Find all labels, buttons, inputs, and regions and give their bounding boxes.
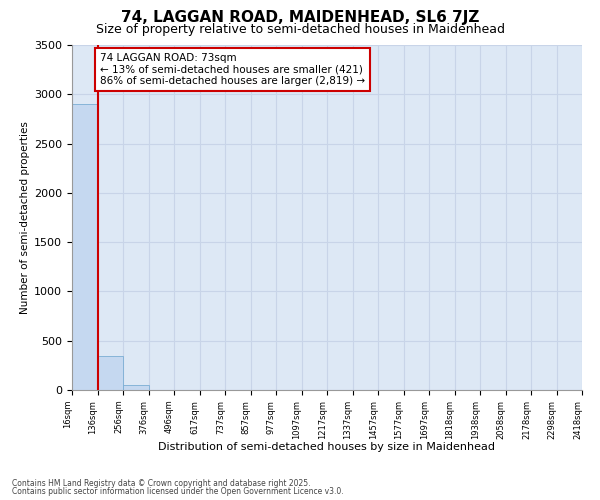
Text: 74, LAGGAN ROAD, MAIDENHEAD, SL6 7JZ: 74, LAGGAN ROAD, MAIDENHEAD, SL6 7JZ xyxy=(121,10,479,25)
Bar xyxy=(123,385,149,390)
X-axis label: Distribution of semi-detached houses by size in Maidenhead: Distribution of semi-detached houses by … xyxy=(158,442,496,452)
Y-axis label: Number of semi-detached properties: Number of semi-detached properties xyxy=(20,121,30,314)
Text: Contains public sector information licensed under the Open Government Licence v3: Contains public sector information licen… xyxy=(12,486,344,496)
Text: Size of property relative to semi-detached houses in Maidenhead: Size of property relative to semi-detach… xyxy=(95,22,505,36)
Bar xyxy=(72,104,97,390)
Bar xyxy=(97,356,123,390)
Text: 74 LAGGAN ROAD: 73sqm
← 13% of semi-detached houses are smaller (421)
86% of sem: 74 LAGGAN ROAD: 73sqm ← 13% of semi-deta… xyxy=(100,53,365,86)
Text: Contains HM Land Registry data © Crown copyright and database right 2025.: Contains HM Land Registry data © Crown c… xyxy=(12,479,311,488)
